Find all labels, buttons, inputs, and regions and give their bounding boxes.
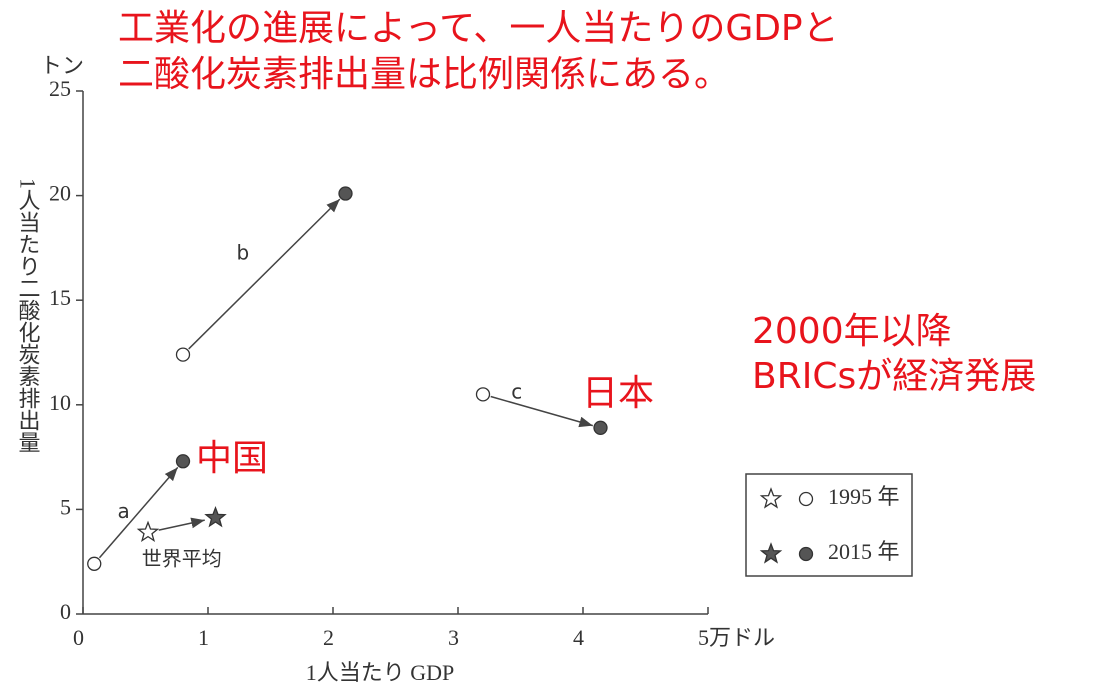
- point-label: a: [117, 499, 129, 523]
- legend-box: [745, 473, 913, 577]
- annotation: 日本: [582, 373, 654, 414]
- circle-marker: [87, 556, 102, 571]
- annotation: BRICsが経済発展: [752, 356, 1036, 397]
- star-marker: [759, 542, 783, 564]
- y-tick-label: 5: [60, 494, 71, 519]
- circle-marker: [475, 387, 491, 402]
- x-tick-label: 5万ドル: [698, 625, 775, 650]
- title-line: 二酸化炭素排出量は比例関係にある。: [118, 54, 730, 95]
- star-marker: [204, 505, 227, 528]
- point-label: 世界平均: [142, 547, 222, 571]
- title-line: 工業化の進展によって、一人当たりのGDPと: [118, 8, 839, 49]
- circle-marker: [175, 347, 191, 362]
- y-tick-label: 20: [49, 181, 71, 206]
- circle-marker: [798, 491, 814, 507]
- x-tick-label: 4: [573, 625, 584, 650]
- x-axis-label: 1人当たり GDP: [306, 660, 455, 685]
- arrow: [98, 466, 179, 559]
- y-axis-label: 1人当たり二酸化炭素排出量: [16, 178, 41, 453]
- y-unit: トン: [40, 53, 84, 78]
- star-marker: [759, 487, 783, 509]
- y-tick-label: 10: [49, 390, 71, 415]
- arrow: [158, 517, 205, 531]
- point-label: b: [237, 241, 250, 265]
- annotation: 中国: [196, 438, 268, 479]
- y-tick-label: 0: [60, 599, 71, 624]
- arrow: [188, 198, 341, 350]
- x-tick-label: 0: [73, 625, 84, 650]
- circle-marker: [338, 186, 353, 201]
- x-tick-label: 2: [323, 625, 334, 650]
- x-tick-label: 1: [198, 625, 209, 650]
- y-tick-label: 25: [49, 76, 71, 101]
- legend-label: 2015 年: [828, 539, 900, 564]
- circle-marker: [175, 454, 191, 469]
- y-tick-label: 15: [49, 285, 71, 310]
- circle-marker: [593, 420, 608, 435]
- circle-marker: [798, 546, 814, 562]
- point-label: c: [511, 380, 522, 404]
- x-tick-label: 3: [448, 625, 459, 650]
- annotation: 2000年以降: [752, 311, 952, 352]
- arrow: [490, 395, 594, 428]
- star-marker: [136, 520, 160, 543]
- legend-label: 1995 年: [828, 484, 900, 509]
